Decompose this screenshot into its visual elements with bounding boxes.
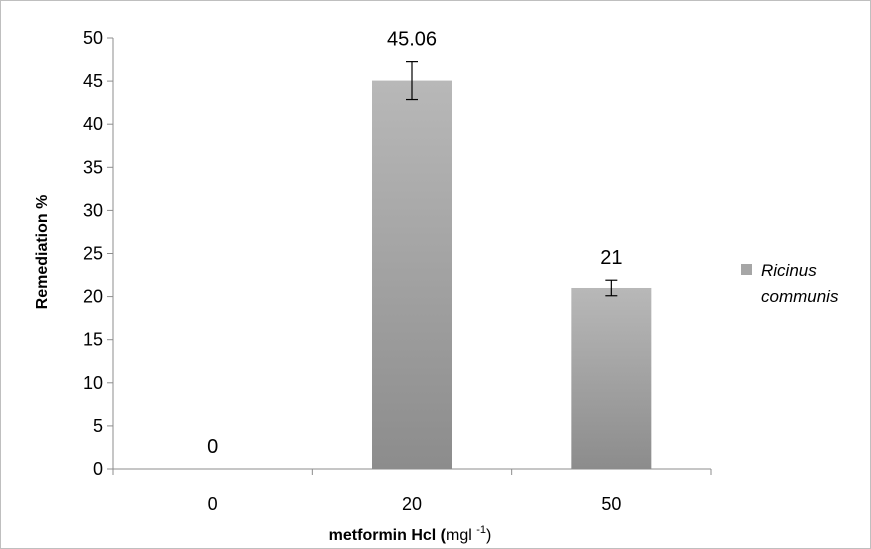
y-tick-label: 10: [83, 373, 103, 393]
y-tick-label: 5: [93, 416, 103, 436]
y-tick-label: 25: [83, 244, 103, 264]
x-tick-label: 20: [402, 494, 422, 514]
y-tick-label: 35: [83, 157, 103, 177]
legend-label-line-2: communis: [761, 287, 839, 306]
bars: [372, 61, 652, 470]
y-tick-label: 40: [83, 114, 103, 134]
y-axis-label: Remediation %: [34, 195, 51, 310]
legend-label-line-1: Ricinus: [761, 261, 817, 280]
y-tick-label: 45: [83, 71, 103, 91]
legend: Ricinus communis: [741, 261, 839, 306]
y-tick-label: 15: [83, 330, 103, 350]
data-label: 45.06: [387, 29, 437, 51]
legend-swatch: [741, 264, 752, 275]
data-labels: 0 45.06 21: [207, 29, 622, 458]
bar: [372, 80, 452, 470]
y-tick-label: 20: [83, 287, 103, 307]
y-tick-label: 50: [83, 28, 103, 48]
x-axis-label-exponent: -1: [476, 524, 486, 536]
x-axis-label-close: ): [486, 527, 491, 544]
x-tick-label: 50: [601, 494, 621, 514]
x-axis-label-unit: mgl: [446, 527, 476, 544]
y-tick-label: 0: [93, 459, 103, 479]
x-tick-label: 0: [208, 494, 218, 514]
x-axis-label-name: metformin Hcl (: [329, 527, 447, 544]
bar: [571, 287, 652, 469]
data-label: 21: [600, 247, 622, 269]
data-label: 0: [207, 436, 218, 458]
axes: 0 5 10 15 20 25 30 35 40 45 50 0 20 50: [83, 28, 712, 514]
x-axis-label: metformin Hcl (mgl -1): [329, 524, 492, 544]
y-tick-label: 30: [83, 200, 103, 220]
